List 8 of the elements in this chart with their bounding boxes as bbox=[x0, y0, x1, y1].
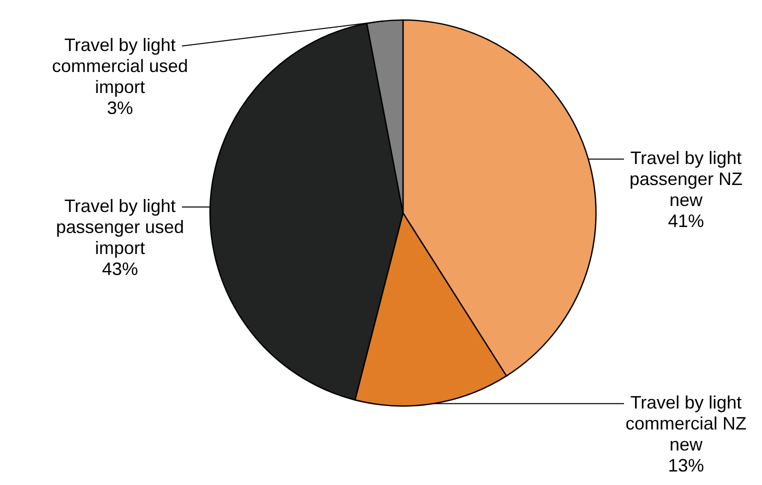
slice-label: Travel by light passenger NZ new bbox=[629, 148, 743, 210]
data-label: 3% bbox=[106, 98, 134, 118]
slice-label: Travel by light commercial NZ new bbox=[625, 392, 747, 455]
slice-label: Travel by light commercial used import bbox=[52, 35, 188, 97]
data-label: 43% bbox=[102, 258, 138, 279]
data-label: 41% bbox=[668, 211, 704, 232]
slice-label: Travel by light passenger used import bbox=[56, 196, 184, 258]
data-label: 13% bbox=[668, 456, 704, 476]
